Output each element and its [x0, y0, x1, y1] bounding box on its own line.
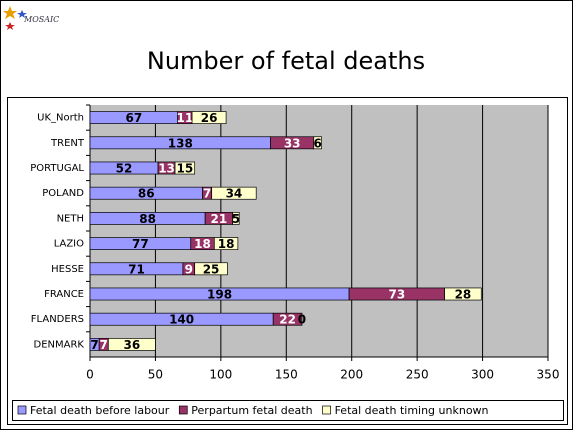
data-label: 15	[177, 162, 194, 176]
data-label: 0	[298, 313, 306, 327]
data-label: 22	[279, 313, 296, 327]
data-label: 9	[185, 262, 193, 276]
y-tick-label: HESSE	[51, 264, 84, 275]
data-label: 88	[139, 212, 156, 226]
x-tick-label: 100	[209, 368, 232, 382]
data-label: 21	[211, 212, 228, 226]
data-label: 18	[218, 237, 235, 251]
x-tick-label: 150	[275, 368, 298, 382]
bar-segment	[191, 111, 227, 124]
bar-segment	[211, 186, 257, 200]
y-tick-label: DENMARK	[34, 339, 85, 350]
data-label: 13	[158, 162, 175, 176]
x-tick-label: 200	[340, 368, 363, 382]
legend-label: Fetal death timing unknown	[335, 404, 489, 417]
bar-segment	[444, 287, 482, 301]
data-label: 86	[138, 187, 155, 201]
data-label: 11	[177, 111, 194, 125]
x-tick-label: 250	[406, 368, 429, 382]
data-label: 7	[203, 187, 211, 201]
data-label: 52	[116, 162, 133, 176]
bar-segment	[194, 262, 228, 276]
y-tick-label: PORTUGAL	[30, 163, 84, 174]
bar-segment	[272, 312, 303, 326]
data-label: 26	[201, 111, 218, 125]
legend-swatch	[322, 405, 331, 415]
data-label: 73	[389, 288, 406, 302]
legend-label: Perpartum fetal death	[191, 404, 312, 417]
logo-stars	[3, 6, 27, 30]
data-label: 198	[207, 288, 232, 302]
data-label: 6	[314, 136, 322, 150]
y-tick-label: UK_North	[37, 113, 84, 124]
data-label: 18	[194, 237, 211, 251]
bar-segment	[213, 237, 239, 250]
x-tick-label: 50	[148, 368, 163, 382]
logo-text: MOSAIC	[23, 15, 59, 24]
y-tick-label: TRENT	[50, 138, 85, 149]
bar-segment	[107, 338, 156, 351]
data-label: 7	[100, 338, 108, 352]
data-label: 33	[284, 136, 301, 150]
bar-segment	[232, 212, 240, 225]
data-label: 25	[203, 262, 220, 276]
data-label: 7	[90, 338, 98, 352]
data-label: 28	[455, 288, 472, 302]
legend-label: Fetal death before labour	[30, 404, 170, 417]
y-tick-label: POLAND	[42, 188, 84, 199]
bar-segment	[313, 136, 322, 150]
data-label: 71	[128, 262, 145, 276]
data-label: 138	[168, 136, 193, 150]
x-tick-label: 0	[86, 368, 94, 382]
data-label: 36	[124, 338, 141, 352]
data-label: 34	[226, 187, 243, 201]
y-tick-label: NETH	[57, 213, 84, 224]
bar-segment	[174, 161, 196, 175]
x-tick-label: 350	[537, 368, 560, 382]
data-label: 67	[125, 111, 142, 125]
legend	[12, 400, 564, 421]
data-label: 140	[169, 313, 194, 327]
y-tick-label: FRANCE	[44, 289, 84, 300]
legend-swatch	[17, 405, 27, 415]
data-label: 5	[232, 212, 240, 226]
y-tick-label: FLANDERS	[31, 314, 84, 325]
chart-title: Number of fetal deaths	[147, 47, 425, 75]
x-tick-label: 300	[471, 368, 494, 382]
legend-swatch	[178, 405, 188, 415]
data-label: 77	[132, 237, 149, 251]
y-tick-label: LAZIO	[54, 239, 84, 250]
